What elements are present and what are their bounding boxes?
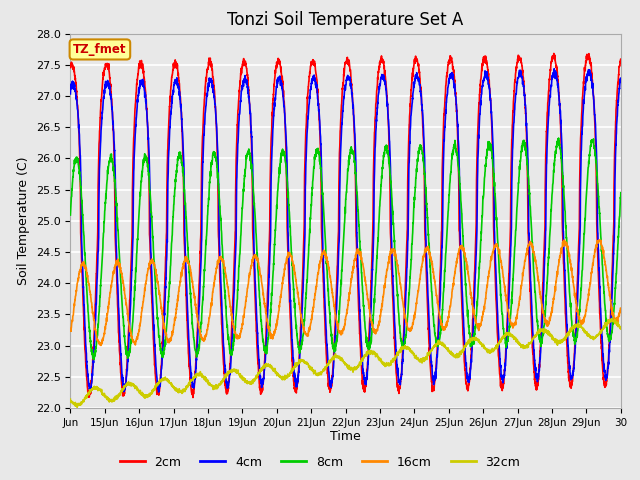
8cm bbox=[301, 299, 309, 304]
Title: Tonzi Soil Temperature Set A: Tonzi Soil Temperature Set A bbox=[227, 11, 464, 29]
16cm bbox=[617, 305, 625, 311]
16cm bbox=[278, 288, 285, 293]
Line: 2cm: 2cm bbox=[70, 53, 621, 397]
16cm bbox=[301, 331, 309, 337]
2cm bbox=[547, 62, 555, 68]
16cm bbox=[129, 338, 137, 344]
X-axis label: Time: Time bbox=[330, 431, 361, 444]
32cm bbox=[608, 316, 616, 322]
Line: 4cm: 4cm bbox=[70, 69, 621, 392]
Y-axis label: Soil Temperature (C): Soil Temperature (C) bbox=[17, 156, 30, 285]
4cm bbox=[129, 207, 137, 213]
2cm bbox=[550, 50, 557, 56]
32cm bbox=[74, 405, 81, 410]
4cm bbox=[155, 389, 163, 395]
4cm bbox=[278, 80, 285, 86]
32cm bbox=[301, 360, 309, 365]
2cm bbox=[607, 316, 614, 322]
8cm bbox=[607, 336, 614, 342]
2cm bbox=[162, 253, 170, 259]
Legend: 2cm, 4cm, 8cm, 16cm, 32cm: 2cm, 4cm, 8cm, 16cm, 32cm bbox=[115, 451, 525, 474]
8cm bbox=[278, 149, 285, 155]
32cm bbox=[129, 381, 137, 387]
32cm bbox=[278, 375, 285, 381]
8cm bbox=[67, 212, 74, 218]
8cm bbox=[617, 190, 625, 196]
Line: 32cm: 32cm bbox=[70, 319, 621, 408]
4cm bbox=[67, 91, 74, 97]
4cm bbox=[607, 330, 614, 336]
8cm bbox=[547, 212, 555, 217]
2cm bbox=[301, 139, 309, 145]
16cm bbox=[162, 330, 170, 336]
Line: 8cm: 8cm bbox=[70, 138, 621, 360]
16cm bbox=[607, 296, 614, 302]
8cm bbox=[162, 331, 170, 337]
16cm bbox=[97, 343, 105, 348]
4cm bbox=[301, 180, 309, 186]
2cm bbox=[67, 64, 74, 70]
8cm bbox=[129, 310, 137, 315]
8cm bbox=[555, 135, 563, 141]
2cm bbox=[278, 75, 285, 81]
Text: TZ_fmet: TZ_fmet bbox=[73, 43, 127, 56]
4cm bbox=[162, 276, 170, 282]
4cm bbox=[550, 66, 558, 72]
2cm bbox=[129, 152, 137, 158]
4cm bbox=[547, 84, 555, 89]
32cm bbox=[617, 326, 625, 332]
16cm bbox=[67, 328, 74, 334]
2cm bbox=[617, 56, 625, 62]
8cm bbox=[90, 357, 98, 362]
4cm bbox=[617, 77, 625, 83]
32cm bbox=[547, 332, 555, 338]
32cm bbox=[162, 377, 170, 383]
32cm bbox=[606, 318, 614, 324]
Line: 16cm: 16cm bbox=[70, 240, 621, 346]
16cm bbox=[547, 313, 555, 319]
16cm bbox=[561, 237, 568, 243]
32cm bbox=[67, 396, 74, 402]
2cm bbox=[189, 395, 197, 400]
